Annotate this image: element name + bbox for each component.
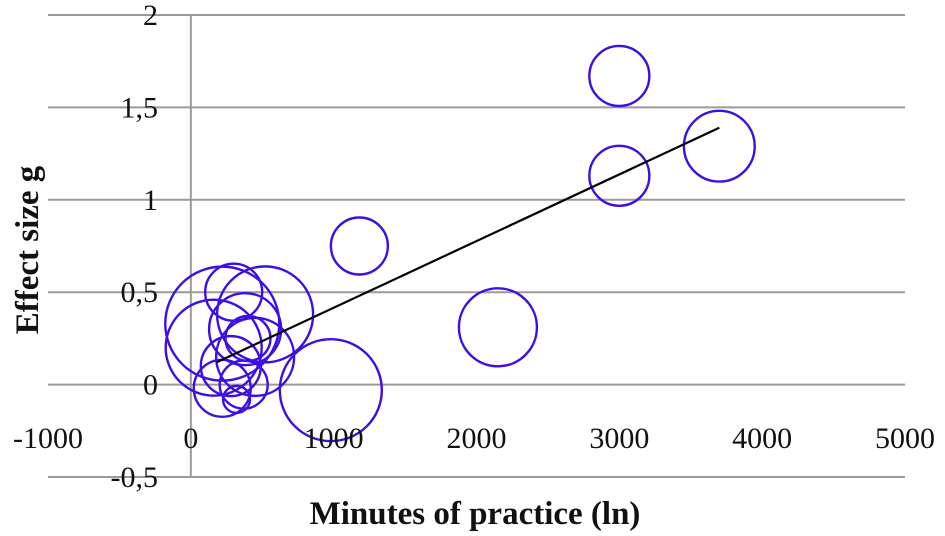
bubble-point-7 <box>215 265 315 364</box>
trendline <box>216 126 720 364</box>
y-tick-label: 1 <box>143 184 158 217</box>
bubble-point-0 <box>588 44 651 108</box>
bubble-point-4 <box>457 287 539 368</box>
x-tick-label: 5000 <box>875 422 935 455</box>
x-axis-title: Minutes of practice (ln) <box>310 496 641 532</box>
gridlines <box>48 14 905 478</box>
x-tick-label: 1000 <box>304 422 364 455</box>
y-axis-title: Effect size g <box>10 165 46 334</box>
x-tick-label: 0 <box>183 422 198 455</box>
bubble-point-8 <box>164 265 281 382</box>
bubble-point-1 <box>682 109 756 183</box>
trendline-group <box>216 126 720 364</box>
x-tick-label: 3000 <box>589 422 649 455</box>
x-tick-label: -1000 <box>13 422 83 455</box>
bubble-series <box>164 44 756 443</box>
y-tick-label: 2 <box>143 0 158 32</box>
x-tick-label: 4000 <box>732 422 792 455</box>
y-tick-label: 1,5 <box>121 91 159 124</box>
y-tick-label: -0,5 <box>111 461 159 494</box>
y-tick-label: 0,5 <box>121 276 159 309</box>
bubble-point-3 <box>329 216 390 276</box>
x-tick-labels: -1000 0 1000 2000 3000 4000 5000 <box>13 422 935 455</box>
bubble-point-12 <box>214 316 296 398</box>
y-tick-label: 0 <box>143 369 158 402</box>
bubble-point-2 <box>588 144 651 207</box>
bubble-point-13 <box>199 334 263 398</box>
bubble-point-11 <box>164 298 263 397</box>
y-tick-labels: 2 1,5 1 0,5 0 -0,5 <box>111 0 159 494</box>
bubble-point-16 <box>221 384 252 415</box>
bubble-point-5 <box>278 337 384 443</box>
x-tick-label: 2000 <box>447 422 507 455</box>
